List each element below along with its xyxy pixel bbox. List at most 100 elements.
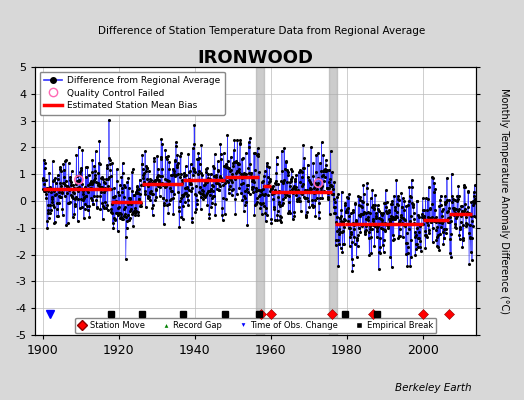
Point xyxy=(401,217,409,224)
Point xyxy=(130,205,139,212)
Point xyxy=(363,185,371,191)
Point xyxy=(95,182,103,189)
Point xyxy=(209,188,217,195)
Point xyxy=(302,212,311,219)
Point xyxy=(404,202,412,208)
Point xyxy=(433,224,442,230)
Point xyxy=(314,200,323,206)
Point xyxy=(295,198,303,204)
Point xyxy=(173,152,182,158)
Point xyxy=(147,176,155,183)
Point xyxy=(355,194,364,200)
Point xyxy=(386,218,394,224)
Point xyxy=(101,187,110,194)
Point xyxy=(402,202,411,209)
Point xyxy=(217,156,226,162)
Point xyxy=(438,206,446,212)
Point xyxy=(271,178,280,184)
Point xyxy=(347,230,355,237)
Point xyxy=(326,148,335,154)
Point xyxy=(192,183,200,189)
Point xyxy=(312,169,320,176)
Point xyxy=(353,254,361,261)
Point xyxy=(335,231,343,237)
Point xyxy=(425,214,434,221)
Point xyxy=(364,214,372,220)
Point xyxy=(163,153,172,159)
Point xyxy=(408,184,416,190)
Point xyxy=(400,216,409,222)
Point xyxy=(348,262,357,268)
Point xyxy=(265,175,274,182)
Point xyxy=(102,205,110,212)
Point xyxy=(456,219,465,225)
Point xyxy=(194,168,203,174)
Point xyxy=(373,234,381,240)
Point xyxy=(121,204,129,210)
Point xyxy=(71,202,80,209)
Point xyxy=(51,175,60,182)
Point xyxy=(197,170,205,176)
Point xyxy=(50,220,59,226)
Point xyxy=(169,168,178,174)
Point xyxy=(354,202,363,208)
Point xyxy=(77,165,85,171)
Point xyxy=(432,227,440,234)
Point xyxy=(378,212,386,219)
Point xyxy=(309,203,317,210)
Point xyxy=(75,184,84,190)
Point xyxy=(56,194,64,200)
Point xyxy=(130,208,138,214)
Point xyxy=(71,194,80,200)
Point xyxy=(342,209,350,215)
Point xyxy=(82,192,90,199)
Point xyxy=(226,182,234,189)
Point xyxy=(60,193,69,200)
Point xyxy=(206,192,214,198)
Point xyxy=(54,188,63,195)
Point xyxy=(449,195,457,202)
Point xyxy=(156,184,164,190)
Point xyxy=(390,215,399,222)
Point xyxy=(170,171,178,177)
Point xyxy=(286,188,294,195)
Point xyxy=(339,218,347,225)
Point xyxy=(328,169,336,176)
Point xyxy=(401,221,410,227)
Point xyxy=(110,185,118,192)
Point xyxy=(452,206,460,212)
Point xyxy=(437,224,445,231)
Point xyxy=(409,202,418,208)
Point xyxy=(391,204,399,210)
Point xyxy=(215,187,223,194)
Point xyxy=(367,226,376,232)
Point xyxy=(347,256,356,262)
Point xyxy=(451,197,459,204)
Point xyxy=(118,188,126,195)
Point xyxy=(43,207,52,214)
Point xyxy=(380,220,389,227)
Point xyxy=(50,204,58,210)
Point xyxy=(287,178,295,184)
Point xyxy=(263,163,271,169)
Point xyxy=(236,136,245,143)
Point xyxy=(451,224,460,230)
Point xyxy=(113,166,121,172)
Point xyxy=(199,188,207,194)
Point xyxy=(331,204,340,210)
Point xyxy=(106,161,114,167)
Point xyxy=(297,208,305,214)
Point xyxy=(340,216,348,222)
Point xyxy=(258,191,267,198)
Point xyxy=(465,230,473,236)
Point xyxy=(356,229,365,236)
Point xyxy=(438,208,446,214)
Point xyxy=(287,166,296,172)
Point xyxy=(122,234,130,240)
Point xyxy=(231,196,239,202)
Point xyxy=(418,214,427,220)
Point xyxy=(236,140,244,146)
Point xyxy=(121,184,129,191)
Point xyxy=(151,180,159,186)
Point xyxy=(413,198,421,204)
